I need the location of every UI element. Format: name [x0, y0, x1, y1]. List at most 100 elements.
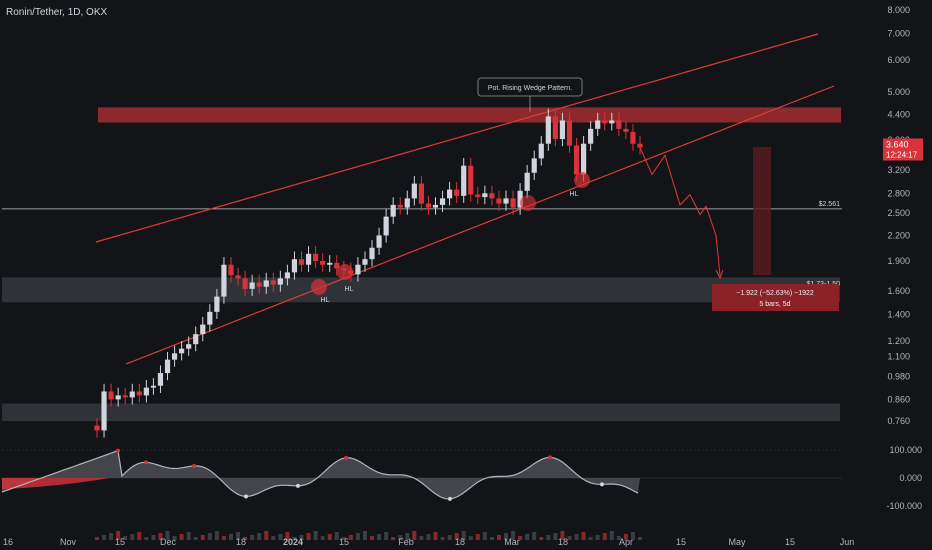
candle-body — [496, 198, 502, 204]
volume-bar — [602, 533, 607, 540]
osc-line — [1, 449, 639, 500]
candle-body — [270, 280, 276, 285]
volume-bar — [525, 534, 530, 540]
volume-bar — [574, 534, 579, 540]
time-tick: Dec — [160, 537, 177, 547]
price-tick: 0.980 — [887, 372, 910, 382]
candle-body — [313, 253, 319, 262]
volume-bar — [595, 535, 600, 540]
price-tick: 3.200 — [887, 165, 910, 175]
volume-bar — [250, 535, 255, 540]
current-price: 3.640 — [886, 139, 909, 149]
volume-bar — [630, 532, 635, 540]
osc-tick: -100.000 — [886, 501, 922, 511]
candle-body — [482, 193, 488, 198]
volume-bar — [144, 537, 149, 540]
volume-bar — [264, 531, 269, 540]
candle-body — [566, 120, 573, 146]
volume-bar — [567, 536, 572, 540]
candle-body — [277, 278, 283, 285]
callout-text: Pot. Rising Wedge Pattern. — [488, 85, 572, 92]
volume-bar — [419, 536, 424, 540]
candle-body — [595, 120, 601, 129]
candle-body — [186, 344, 192, 349]
candle-body — [637, 143, 643, 148]
volume-bar — [412, 531, 417, 540]
candle-body — [503, 198, 509, 204]
volume-bar — [236, 532, 241, 540]
candle-body — [101, 391, 107, 431]
osc-tick: 0.000 — [899, 473, 922, 483]
candle-body — [235, 275, 241, 279]
candle-body — [122, 395, 128, 398]
candle-body — [320, 261, 326, 265]
projection-arrow — [715, 269, 724, 280]
volume-bar — [116, 531, 121, 540]
volume-bar — [299, 535, 304, 540]
candle-body — [115, 395, 121, 400]
price-tick: 2.500 — [887, 208, 910, 218]
time-tick: Jun — [840, 537, 855, 547]
hl-label: HL — [570, 191, 579, 198]
candle-body — [510, 198, 516, 208]
volume-bar — [489, 537, 494, 540]
time-tick: 18 — [558, 537, 568, 547]
candle-body — [425, 203, 432, 208]
volume-bar — [454, 533, 459, 540]
candle-body — [397, 204, 403, 208]
candle-body — [179, 348, 185, 354]
hl-marker — [520, 195, 536, 211]
candle-body — [404, 198, 410, 208]
volume-bar — [539, 537, 544, 540]
candle-body — [200, 324, 206, 335]
volume-bar — [468, 536, 473, 540]
osc-peak-dot — [144, 460, 148, 465]
candle-body — [531, 158, 537, 173]
volume-bar — [193, 537, 198, 540]
current-price-label[interactable] — [883, 138, 923, 161]
candle-body — [150, 385, 157, 388]
volume-bar — [306, 533, 311, 540]
level-label: $2.561 — [819, 201, 841, 208]
measure-line1: −1.922 (−52.63%) −1922 — [736, 290, 814, 297]
volume-bar — [623, 534, 628, 540]
volume-bar — [158, 533, 163, 540]
volume-bar — [123, 536, 128, 540]
osc-peak-dot — [116, 448, 120, 453]
candle-body — [129, 391, 135, 398]
osc-trough-dot — [448, 496, 452, 501]
price-tick: 1.900 — [887, 256, 910, 266]
volume-bar — [426, 534, 431, 540]
symbol-title[interactable]: Ronin/Tether, 1D, OKX — [6, 7, 107, 18]
volume-bar — [440, 537, 445, 540]
candle-body — [376, 235, 382, 248]
price-tick: 5.000 — [887, 87, 910, 97]
volume-bar — [292, 537, 297, 540]
hl-marker — [574, 172, 590, 188]
candle-body — [214, 296, 220, 312]
time-tick: 18 — [236, 537, 246, 547]
time-tick: Feb — [398, 537, 414, 547]
volume-bar — [341, 537, 346, 540]
volume-bar — [165, 531, 170, 540]
volume-bar — [433, 532, 438, 540]
volume-bar — [581, 532, 586, 540]
time-tick: Mar — [504, 537, 520, 547]
volume-bar — [391, 537, 396, 540]
volume-bar — [327, 534, 332, 540]
candle-body — [489, 193, 495, 199]
volume-bar — [616, 536, 621, 540]
candle-body — [164, 359, 171, 374]
candle-body — [193, 334, 199, 345]
candle-body — [207, 311, 213, 325]
volume-bar — [532, 532, 537, 540]
time-tick: Nov — [60, 537, 77, 547]
candle-body — [602, 120, 608, 124]
candle-body — [552, 116, 558, 140]
measure-range — [753, 147, 771, 275]
price-tick: 6.000 — [887, 55, 910, 65]
volume-bar — [482, 532, 487, 540]
